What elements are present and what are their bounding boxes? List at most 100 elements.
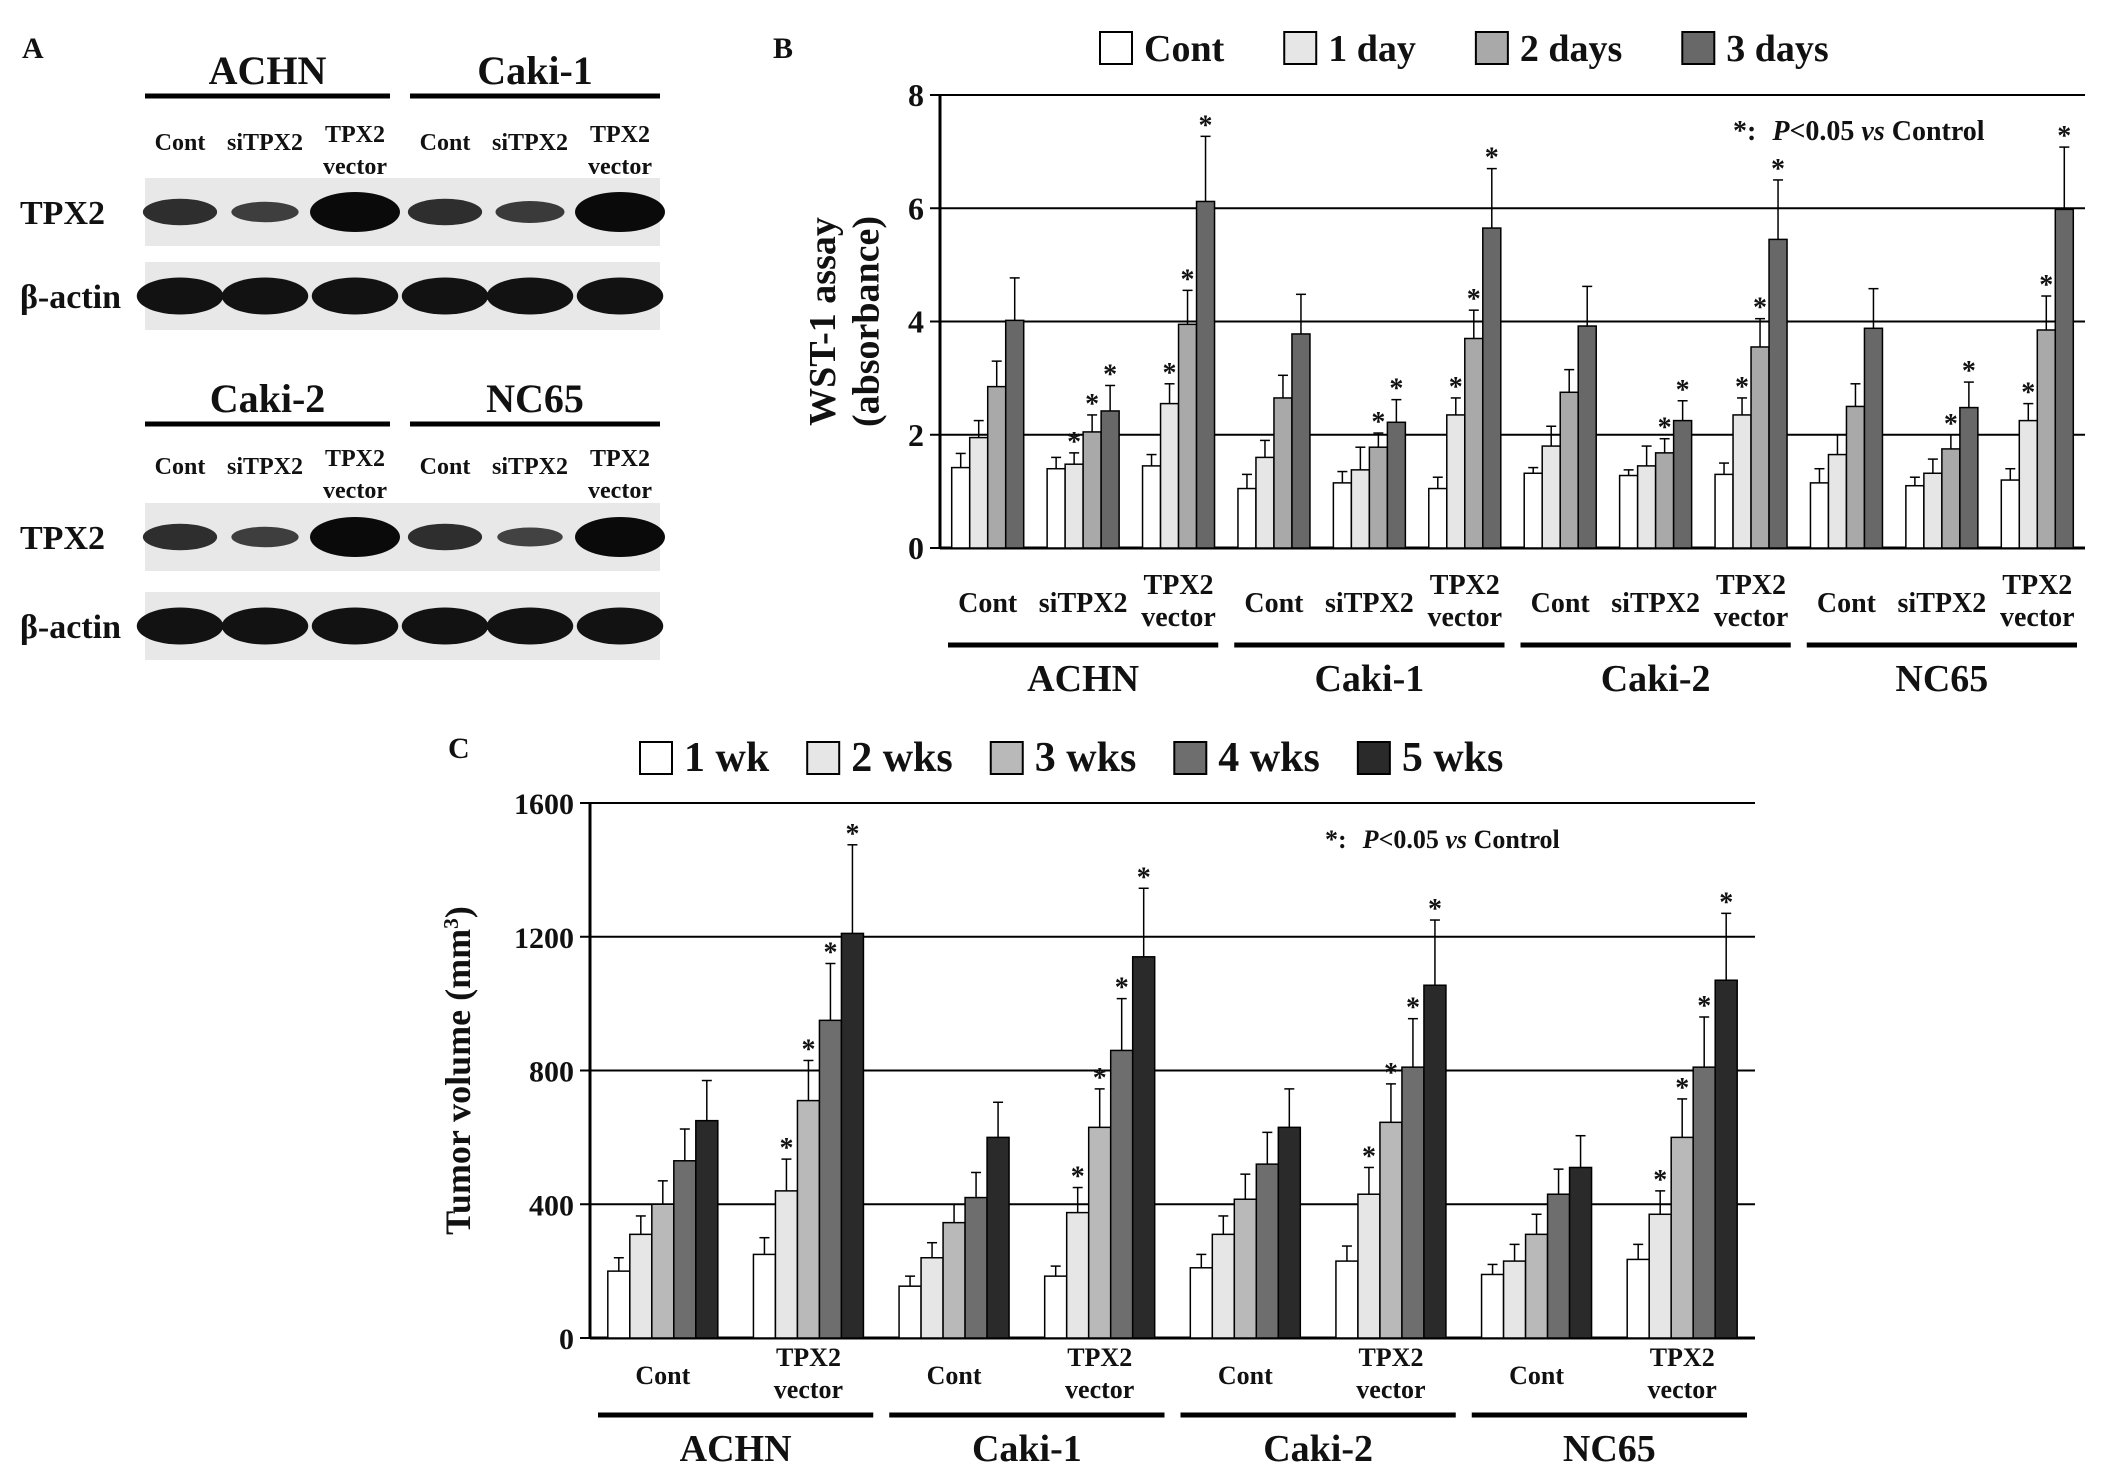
y-tick-label: 0 (908, 530, 924, 566)
blot-row-label: β-actin (20, 609, 121, 646)
legend-label: 2 days (1520, 28, 1622, 70)
significance-star: * (1384, 1058, 1398, 1089)
x-tick-label: vector (1141, 602, 1216, 633)
x-tick-label: TPX2 (1144, 570, 1214, 601)
bar (964, 1196, 988, 1339)
group-label: ACHN (1027, 658, 1139, 700)
blot-row-label: TPX2 (20, 520, 105, 557)
significance-star: * (1181, 264, 1195, 295)
bar (1043, 1275, 1068, 1339)
bar (1863, 327, 1884, 549)
lane-label: vector (323, 154, 387, 180)
significance-star: * (1067, 427, 1081, 458)
legend-label: 1 day (1328, 28, 1416, 70)
lane-label: Cont (155, 454, 206, 480)
panel-letter-a: A (22, 32, 44, 65)
legend-label: 2 wks (851, 735, 953, 781)
x-tick-label: siTPX2 (1325, 588, 1414, 619)
significance-star: * (1163, 358, 1177, 389)
legend-swatch (1283, 31, 1318, 65)
significance-star: * (1115, 973, 1129, 1004)
bar (986, 385, 1007, 549)
x-tick-label: Cont (1817, 588, 1877, 619)
cell-line-label: Caki-1 (477, 48, 593, 93)
significance-star: * (823, 938, 837, 969)
bar (1273, 397, 1293, 549)
lane-label: siTPX2 (227, 454, 303, 480)
lane-label: siTPX2 (492, 130, 568, 156)
blot-band (231, 526, 299, 548)
legend-label: Cont (1144, 28, 1225, 70)
significance-star: * (1753, 293, 1767, 324)
lane-label: TPX2 (590, 122, 650, 148)
legend-label: 1 wk (684, 735, 770, 781)
bar (1401, 1066, 1425, 1339)
bar (898, 1285, 922, 1339)
bar (1195, 200, 1216, 549)
blot-band (401, 607, 489, 645)
blot-band (407, 198, 483, 226)
blot-band (407, 523, 483, 551)
group-label: NC65 (1895, 658, 1988, 700)
cell-line-label: NC65 (486, 376, 584, 421)
bar (1732, 414, 1752, 549)
significance-star: * (2057, 121, 2071, 152)
y-tick-label: 2 (908, 417, 924, 453)
bar (818, 1019, 843, 1339)
bar (1480, 1273, 1505, 1339)
significance-star: * (1449, 372, 1463, 403)
significance-star: * (1389, 374, 1403, 405)
x-tick-label: siTPX2 (1898, 588, 1987, 619)
significance-star: * (801, 1034, 815, 1065)
significance-star: * (1653, 1165, 1667, 1196)
bar (1332, 482, 1353, 549)
legend-swatch (989, 741, 1024, 775)
bar (629, 1233, 653, 1339)
bar (1941, 448, 1961, 549)
bar (695, 1119, 719, 1339)
blot-band (136, 277, 224, 315)
significance-star: * (1406, 993, 1420, 1024)
blot-band (311, 607, 399, 645)
bar (1626, 1258, 1650, 1339)
x-tick-label: TPX2 (2002, 570, 2072, 601)
bar (1905, 484, 1925, 549)
bar (1568, 1166, 1593, 1339)
x-tick-label: Cont (635, 1361, 690, 1390)
x-tick-label: Cont (958, 588, 1018, 619)
x-tick-label: TPX2 (776, 1343, 841, 1372)
significance-star: * (1771, 154, 1785, 185)
y-tick-label: 8 (908, 77, 924, 113)
y-tick-label: 1600 (514, 788, 574, 821)
cell-line-label: ACHN (209, 48, 327, 93)
x-tick-label: Cont (927, 1361, 982, 1390)
x-tick-label: vector (1648, 1375, 1717, 1404)
legend-swatch (1474, 31, 1509, 65)
legend-label: 5 wks (1402, 735, 1504, 781)
bar (942, 1221, 966, 1339)
x-tick-label: vector (1356, 1375, 1425, 1404)
lane-label: Cont (420, 454, 471, 480)
bar (1714, 979, 1738, 1339)
wst1-significance-note: *: P<0.05 vs Control (1733, 116, 1985, 147)
bar (1672, 419, 1693, 549)
bar (1636, 465, 1657, 549)
significance-star: * (1199, 110, 1213, 141)
bar (1004, 319, 1025, 549)
bar (1670, 1136, 1694, 1339)
significance-star: * (779, 1133, 793, 1164)
significance-star: * (1362, 1141, 1376, 1172)
x-tick-label: TPX2 (1358, 1343, 1423, 1372)
lane-label: vector (588, 478, 652, 504)
bar (1177, 323, 1198, 549)
bar (1523, 472, 1543, 549)
x-tick-label: vector (1065, 1375, 1134, 1404)
x-tick-label: TPX2 (1430, 570, 1500, 601)
blot-band (310, 192, 400, 232)
blot-strip (145, 503, 660, 571)
x-tick-label: vector (774, 1375, 843, 1404)
x-tick-label: vector (1714, 602, 1789, 633)
x-tick-label: TPX2 (1067, 1343, 1132, 1372)
bar (1845, 405, 1866, 549)
lane-label: Cont (155, 130, 206, 156)
